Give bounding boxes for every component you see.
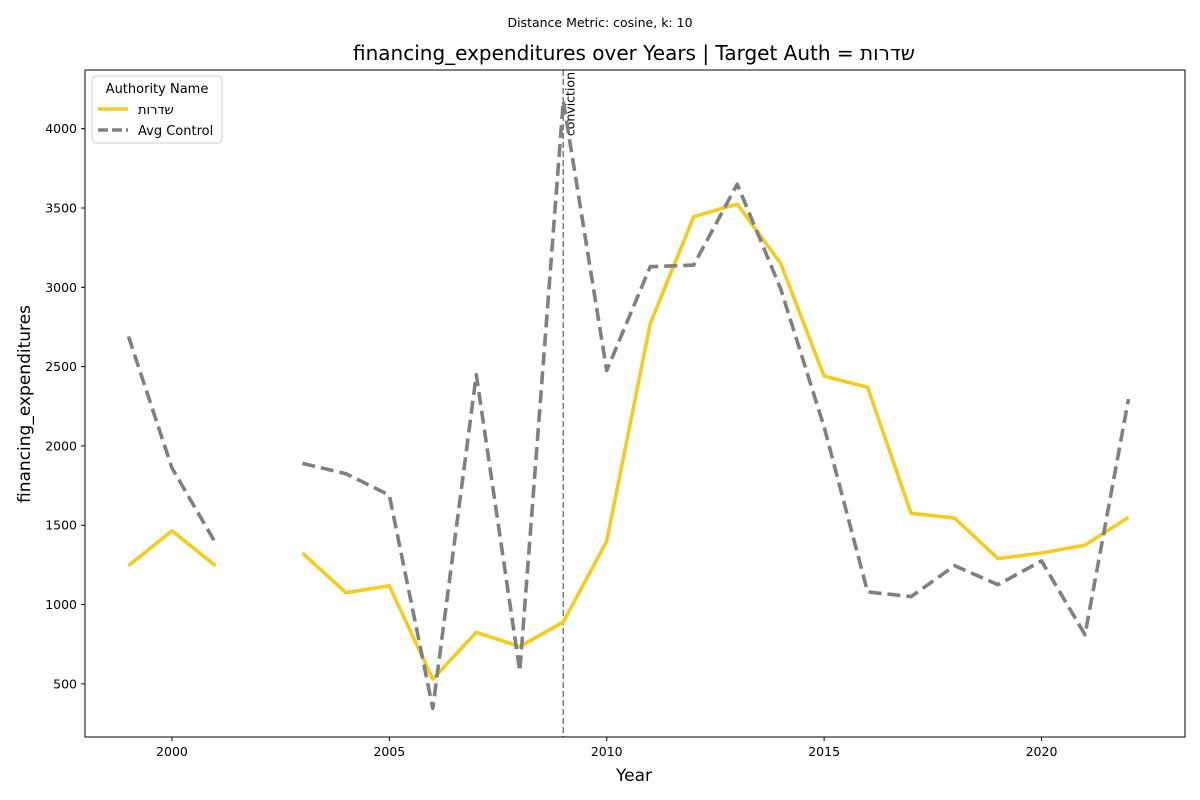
series-line-segment <box>301 202 1130 681</box>
x-tick-label: 2010 <box>591 744 623 759</box>
legend-label-target: שדרות <box>138 103 174 118</box>
x-tick-label: 2000 <box>156 744 188 759</box>
y-tick-label: 3000 <box>45 280 77 295</box>
series-line-segment <box>127 528 217 568</box>
x-axis-label: Year <box>615 766 652 786</box>
y-tick-label: 1000 <box>45 597 77 612</box>
series-line-segment <box>126 335 217 544</box>
y-axis-label: financing_expenditures <box>15 305 35 503</box>
y-tick-label: 4000 <box>45 121 77 136</box>
legend: Authority Name שדרות Avg Control <box>91 75 223 144</box>
x-tick-label: 2005 <box>373 744 405 759</box>
chart-title: financing_expenditures over Years | Targ… <box>353 41 915 65</box>
legend-label-avg-control: Avg Control <box>138 124 213 139</box>
x-tick-label: 2015 <box>808 744 840 759</box>
y-axis-ticks: 500 1000 1500 2000 2500 3000 3500 4000 <box>45 121 85 691</box>
series-target <box>127 202 1130 681</box>
series-line-segment <box>301 99 1131 711</box>
y-tick-label: 3500 <box>45 201 77 216</box>
plot-area: conviction <box>84 69 1186 738</box>
legend-title: Authority Name <box>106 82 209 97</box>
y-tick-label: 500 <box>53 676 77 691</box>
axes-frame <box>84 69 1186 738</box>
series-avg-control <box>126 99 1131 711</box>
y-tick-label: 2000 <box>45 438 77 453</box>
y-tick-label: 2500 <box>45 359 77 374</box>
legend-box <box>91 75 223 144</box>
annotation-label: conviction <box>562 72 577 136</box>
x-tick-label: 2020 <box>1026 744 1058 759</box>
y-tick-label: 1500 <box>45 518 77 533</box>
x-axis-ticks: 2000 2005 2010 2015 2020 <box>156 737 1057 759</box>
chart-suptitle: Distance Metric: cosine, k: 10 <box>507 15 692 30</box>
